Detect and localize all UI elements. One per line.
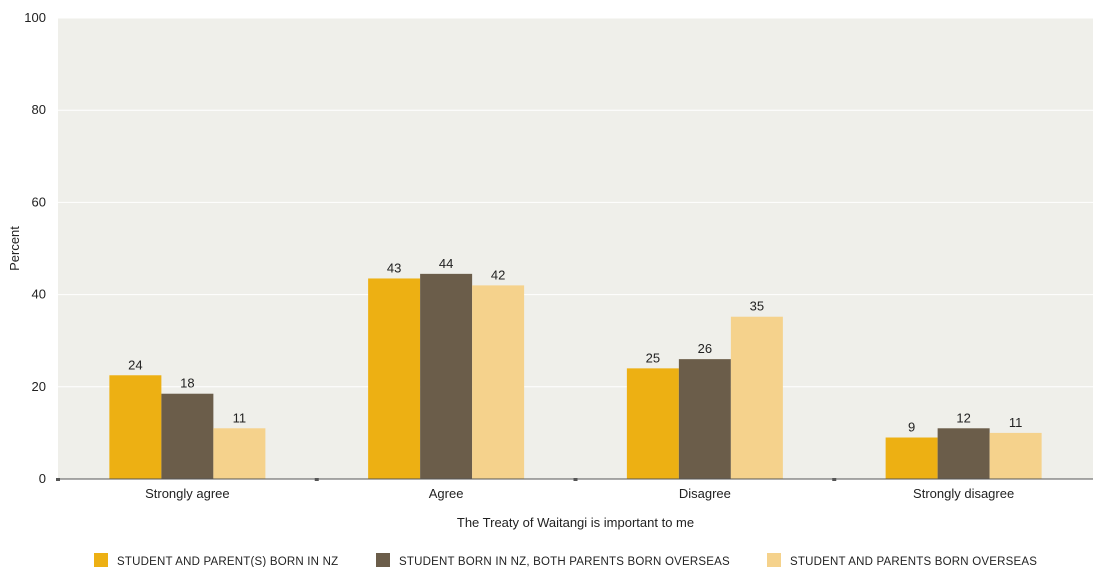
x-tick-mark: [832, 478, 837, 481]
data-label: 12: [956, 410, 970, 425]
data-label: 24: [128, 357, 142, 372]
bars: [109, 273, 1042, 479]
x-category-label: Agree: [429, 486, 464, 501]
y-tick-label: 20: [32, 379, 46, 394]
data-label: 44: [439, 256, 453, 271]
legend-item: STUDENT AND PARENT(S) BORN IN NZ: [94, 553, 338, 567]
bar: [678, 359, 731, 479]
x-tick-mark: [573, 478, 578, 481]
legend-item: STUDENT BORN IN NZ, BOTH PARENTS BORN OV…: [376, 553, 730, 567]
legend-item: STUDENT AND PARENTS BORN OVERSEAS: [767, 553, 1037, 567]
x-axis-tick-marks: [56, 478, 837, 481]
bar: [989, 432, 1042, 479]
x-tick-mark: [56, 478, 60, 481]
legend-swatch: [376, 553, 390, 567]
x-category-label: Strongly disagree: [913, 486, 1014, 501]
data-label: 9: [908, 420, 915, 435]
bar: [626, 368, 679, 479]
y-axis-ticks: 0 20 40 60 80 100: [24, 10, 46, 486]
data-label: 18: [180, 376, 194, 391]
x-tick-mark: [314, 478, 319, 481]
data-labels: 24 18 11 43 44 42 25 26 35 9 12 11: [128, 256, 1022, 435]
gridlines: [58, 17, 1093, 388]
data-label: 35: [750, 299, 764, 314]
data-label: 25: [646, 350, 660, 365]
x-axis-categories: Strongly agree Agree Disagree Strongly disa…: [145, 486, 1014, 501]
y-tick-label: 0: [39, 471, 46, 486]
y-tick-label: 40: [32, 287, 46, 302]
bar: [368, 278, 421, 479]
legend-swatch: [767, 553, 781, 567]
x-category-label: Strongly agree: [145, 486, 230, 501]
x-axis-title: The Treaty of Waitangi is important to m…: [457, 515, 694, 530]
y-tick-label: 60: [32, 194, 46, 209]
legend-label: STUDENT AND PARENTS BORN OVERSEAS: [790, 556, 1037, 567]
x-category-label: Disagree: [679, 486, 731, 501]
y-axis-title: Percent: [7, 226, 22, 271]
plot-area: [58, 18, 1093, 479]
y-tick-label: 100: [24, 10, 46, 25]
bar: [109, 375, 162, 479]
data-label: 43: [387, 260, 401, 275]
bar: [161, 393, 214, 479]
y-tick-label: 80: [32, 102, 46, 117]
bar: [472, 285, 525, 479]
bar: [885, 437, 938, 479]
legend: STUDENT AND PARENT(S) BORN IN NZ STUDENT …: [94, 553, 1037, 567]
legend-swatch: [94, 553, 108, 567]
bar: [420, 273, 473, 479]
legend-label: STUDENT AND PARENT(S) BORN IN NZ: [117, 556, 338, 567]
data-label: 42: [491, 267, 505, 282]
data-label: 11: [1009, 415, 1023, 430]
bar: [937, 428, 990, 479]
data-label: 11: [233, 410, 247, 425]
bar: [213, 428, 266, 479]
data-label: 26: [698, 341, 712, 356]
legend-label: STUDENT BORN IN NZ, BOTH PARENTS BORN OV…: [399, 556, 730, 567]
bar: [730, 316, 783, 479]
